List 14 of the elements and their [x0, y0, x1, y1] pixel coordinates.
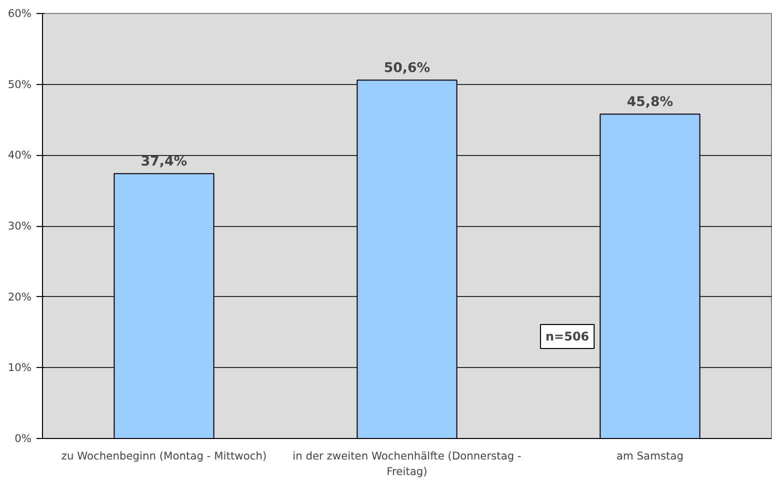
- y-tick-label: 30%: [8, 220, 32, 232]
- x-tick-label: in der zweiten Wochenhälfte (Donnerstag - Freitag): [292, 450, 522, 478]
- annotation: n=506: [546, 330, 590, 344]
- y-tick-label: 20%: [8, 290, 32, 304]
- x-tick-label: zu Wochenbeginn (Montag - Mittwoch): [61, 450, 267, 462]
- y-tick-label: 60%: [8, 7, 32, 20]
- data-label: 50,6%: [384, 61, 430, 76]
- y-tick-label: 50%: [8, 78, 32, 91]
- x-tick-label: am Samstag: [616, 450, 684, 462]
- data-label: 45,8%: [626, 95, 674, 110]
- data-label: 37,4%: [140, 154, 188, 170]
- y-tick-label: 40%: [8, 148, 32, 162]
- y-tick-label: 10%: [8, 361, 32, 374]
- y-tick-label: 0%: [14, 432, 32, 445]
